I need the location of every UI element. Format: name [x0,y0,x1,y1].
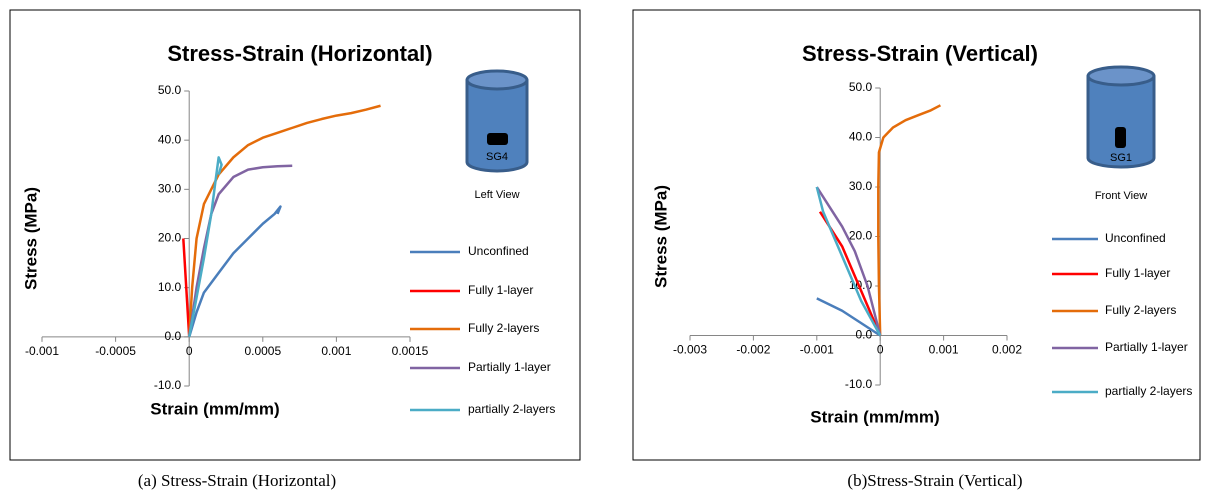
legend-label: partially 2-layers [1105,384,1192,398]
legend-label: Partially 1-layer [468,360,551,374]
legend-label: Partially 1-layer [1105,340,1188,354]
y-tick-label: -10.0 [845,377,873,391]
x-tick-label: 0 [877,343,884,357]
y-tick-label: 10.0 [158,280,182,294]
x-tick-label: 0.0005 [244,344,281,358]
x-tick-label: -0.002 [736,343,770,357]
x-tick-label: -0.001 [800,343,834,357]
y-tick-label: 50.0 [849,80,873,94]
x-axis-title: Strain (mm/mm) [810,407,939,426]
x-tick-label: 0.0015 [392,344,429,358]
legend-label: Fully 1-layer [468,283,533,297]
y-tick-label: 0.0 [165,329,182,343]
y-tick-label: 40.0 [158,132,182,146]
annotation: Left View [474,189,519,201]
caption: (b)Stress-Strain (Vertical) [847,471,1022,490]
legend-label: Fully 1-layer [1105,266,1170,280]
annotation: SG4 [486,151,508,163]
y-tick-label: 30.0 [158,182,182,196]
y-axis-title: Stress (MPa) [651,185,670,288]
x-tick-label: -0.003 [673,343,707,357]
legend-label: Fully 2-layers [1105,303,1176,317]
legend-label: Unconfined [468,244,529,258]
y-tick-label: 50.0 [158,83,182,97]
legend-label: Unconfined [1105,231,1166,245]
x-axis-title: Strain (mm/mm) [150,399,279,418]
x-tick-label: 0 [186,344,193,358]
legend-label: Fully 2-layers [468,321,539,335]
y-tick-label: 20.0 [158,231,182,245]
figure: Stress-Strain (Horizontal) Stress (MPa) St… [0,0,1213,501]
x-tick-label: 0.001 [321,344,351,358]
x-tick-label: -0.001 [25,344,59,358]
chart-title: Stress-Strain (Horizontal) [167,41,432,66]
y-tick-label: 40.0 [849,130,873,144]
y-tick-label: 30.0 [849,179,873,193]
y-axis-title: Stress (MPa) [21,187,40,290]
legend-label: partially 2-layers [468,402,555,416]
x-tick-label: -0.0005 [95,344,136,358]
x-tick-label: 0.001 [929,343,959,357]
page: Stress-Strain (Horizontal) Stress (MPa) St… [0,0,1213,501]
chart-title: Stress-Strain (Vertical) [802,41,1038,66]
annotation: Front View [1095,190,1147,202]
x-tick-label: 0.002 [992,343,1022,357]
caption: (a) Stress-Strain (Horizontal) [138,471,336,490]
y-tick-label: 20.0 [849,229,873,243]
annotation: SG1 [1110,152,1132,164]
y-tick-label: -10.0 [154,378,182,392]
